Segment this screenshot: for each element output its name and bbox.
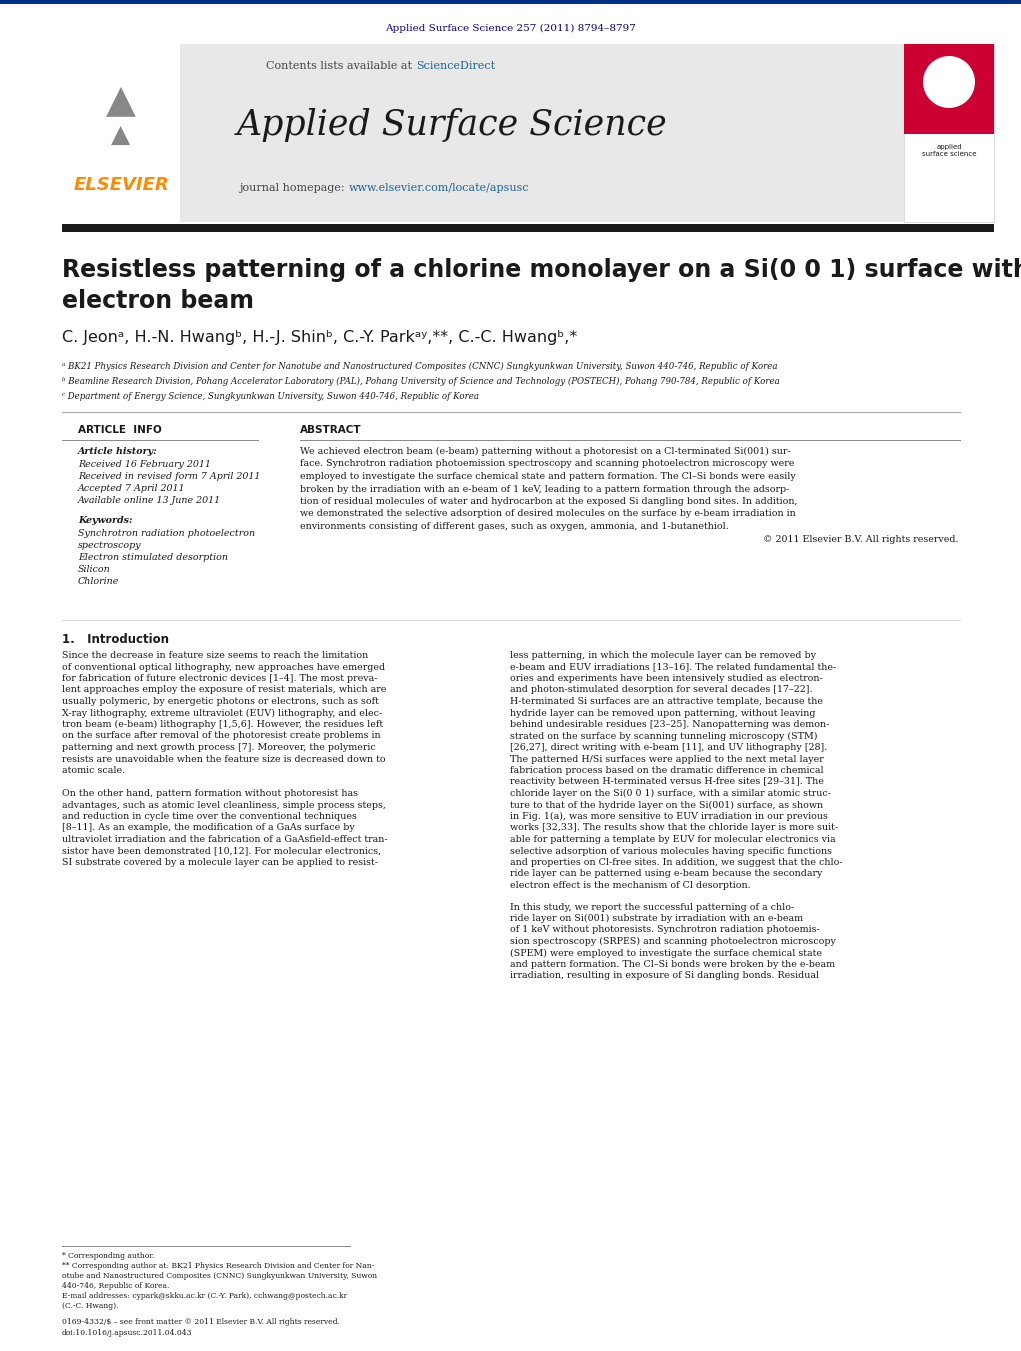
Text: chloride layer on the Si(0 0 1) surface, with a similar atomic struc-: chloride layer on the Si(0 0 1) surface,… (510, 789, 831, 798)
Text: of 1 keV without photoresists. Synchrotron radiation photoemis-: of 1 keV without photoresists. Synchrotr… (510, 925, 820, 935)
Text: The patterned H/Si surfaces were applied to the next metal layer: The patterned H/Si surfaces were applied… (510, 754, 824, 763)
Text: behind undesirable residues [23–25]. Nanopatterning was demon-: behind undesirable residues [23–25]. Nan… (510, 720, 829, 730)
Text: Resistless patterning of a chlorine monolayer on a Si(0 0 1) surface with an
ele: Resistless patterning of a chlorine mono… (62, 258, 1021, 312)
Text: in Fig. 1(a), was more sensitive to EUV irradiation in our previous: in Fig. 1(a), was more sensitive to EUV … (510, 812, 828, 821)
Text: sistor have been demonstrated [10,12]. For molecular electronics,: sistor have been demonstrated [10,12]. F… (62, 847, 381, 855)
Text: applied
surface science: applied surface science (922, 143, 976, 157)
Text: selective adsorption of various molecules having specific functions: selective adsorption of various molecule… (510, 847, 832, 855)
Bar (904, 45, 994, 222)
Text: tron beam (e-beam) lithography [1,5,6]. However, the residues left: tron beam (e-beam) lithography [1,5,6]. … (62, 720, 383, 730)
Text: irradiation, resulting in exposure of Si dangling bonds. Residual: irradiation, resulting in exposure of Si… (510, 971, 819, 981)
Text: and photon-stimulated desorption for several decades [17–22].: and photon-stimulated desorption for sev… (510, 685, 813, 694)
Text: ▲: ▲ (111, 123, 131, 147)
Text: advantages, such as atomic level cleanliness, simple process steps,: advantages, such as atomic level cleanli… (62, 801, 386, 809)
Text: fabrication process based on the dramatic difference in chemical: fabrication process based on the dramati… (510, 766, 824, 775)
Text: ELSEVIER: ELSEVIER (74, 176, 168, 195)
Text: ScienceDirect: ScienceDirect (416, 61, 495, 72)
Text: usually polymeric, by energetic photons or electrons, such as soft: usually polymeric, by energetic photons … (62, 697, 379, 707)
Text: ultraviolet irradiation and the fabrication of a GaAsfield-effect tran-: ultraviolet irradiation and the fabricat… (62, 835, 388, 844)
Text: Accepted 7 April 2011: Accepted 7 April 2011 (78, 484, 186, 493)
Text: Article history:: Article history: (78, 447, 157, 457)
Text: Synchrotron radiation photoelectron: Synchrotron radiation photoelectron (78, 530, 255, 538)
Bar (62, 45, 180, 222)
Text: Keywords:: Keywords: (78, 516, 133, 526)
Bar (0, 0, 1021, 4)
Text: 0169-4332/$ – see front matter © 2011 Elsevier B.V. All rights reserved.: 0169-4332/$ – see front matter © 2011 El… (62, 1319, 340, 1325)
Text: SI substrate covered by a molecule layer can be applied to resist-: SI substrate covered by a molecule layer… (62, 858, 378, 867)
Text: ᶜ Department of Energy Science, Sungkyunkwan University, Suwon 440-746, Republic: ᶜ Department of Energy Science, Sungkyun… (62, 392, 479, 401)
Text: We achieved electron beam (e-beam) patterning without a photoresist on a Cl-term: We achieved electron beam (e-beam) patte… (300, 447, 790, 457)
Circle shape (923, 55, 975, 108)
Text: for fabrication of future electronic devices [1–4]. The most preva-: for fabrication of future electronic dev… (62, 674, 378, 684)
Text: broken by the irradiation with an e-beam of 1 keV, leading to a pattern formatio: broken by the irradiation with an e-beam… (300, 485, 789, 493)
Text: ride layer can be patterned using e-beam because the secondary: ride layer can be patterned using e-beam… (510, 870, 822, 878)
Text: environments consisting of different gases, such as oxygen, ammonia, and 1-butan: environments consisting of different gas… (300, 521, 729, 531)
Text: e-beam and EUV irradiations [13–16]. The related fundamental the-: e-beam and EUV irradiations [13–16]. The… (510, 662, 836, 671)
Text: hydride layer can be removed upon patterning, without leaving: hydride layer can be removed upon patter… (510, 708, 816, 717)
Text: journal homepage:: journal homepage: (239, 182, 348, 193)
Text: ture to that of the hydride layer on the Si(001) surface, as shown: ture to that of the hydride layer on the… (510, 801, 823, 809)
Text: spectroscopy: spectroscopy (78, 540, 142, 550)
Text: ABSTRACT: ABSTRACT (300, 426, 361, 435)
Text: Applied Surface Science 257 (2011) 8794–8797: Applied Surface Science 257 (2011) 8794–… (385, 23, 635, 32)
Text: 1.   Introduction: 1. Introduction (62, 634, 169, 646)
Bar (62, 224, 994, 232)
Text: ** Corresponding author at: BK21 Physics Research Division and Center for Nan-: ** Corresponding author at: BK21 Physics… (62, 1262, 375, 1270)
Text: [8–11]. As an example, the modification of a GaAs surface by: [8–11]. As an example, the modification … (62, 824, 354, 832)
Text: and properties on Cl-free sites. In addition, we suggest that the chlo-: and properties on Cl-free sites. In addi… (510, 858, 842, 867)
Text: sion spectroscopy (SRPES) and scanning photoelectron microscopy: sion spectroscopy (SRPES) and scanning p… (510, 938, 836, 946)
Bar (62, 45, 904, 222)
Text: face. Synchrotron radiation photoemission spectroscopy and scanning photoelectro: face. Synchrotron radiation photoemissio… (300, 459, 794, 469)
Text: less patterning, in which the molecule layer can be removed by: less patterning, in which the molecule l… (510, 651, 816, 661)
Text: Electron stimulated desorption: Electron stimulated desorption (78, 553, 228, 562)
Text: tion of residual molecules of water and hydrocarbon at the exposed Si dangling b: tion of residual molecules of water and … (300, 497, 797, 507)
Text: patterning and next growth process [7]. Moreover, the polymeric: patterning and next growth process [7]. … (62, 743, 376, 753)
Text: doi:10.1016/j.apsusc.2011.04.043: doi:10.1016/j.apsusc.2011.04.043 (62, 1329, 193, 1337)
Text: Received 16 February 2011: Received 16 February 2011 (78, 459, 211, 469)
Text: 440-746, Republic of Korea.: 440-746, Republic of Korea. (62, 1282, 169, 1290)
Text: employed to investigate the surface chemical state and pattern formation. The Cl: employed to investigate the surface chem… (300, 471, 795, 481)
Text: In this study, we report the successful patterning of a chlo-: In this study, we report the successful … (510, 902, 794, 912)
Text: on the surface after removal of the photoresist create problems in: on the surface after removal of the phot… (62, 731, 381, 740)
Text: C. Jeonᵃ, H.-N. Hwangᵇ, H.-J. Shinᵇ, C.-Y. Parkᵃʸ,**, C.-C. Hwangᵇ,*: C. Jeonᵃ, H.-N. Hwangᵇ, H.-J. Shinᵇ, C.-… (62, 330, 577, 345)
Text: H-terminated Si surfaces are an attractive template, because the: H-terminated Si surfaces are an attracti… (510, 697, 823, 707)
Text: ▲: ▲ (106, 81, 136, 119)
Text: [26,27], direct writing with e-beam [11], and UV lithography [28].: [26,27], direct writing with e-beam [11]… (510, 743, 827, 753)
Text: Contents lists available at: Contents lists available at (265, 61, 415, 72)
Text: ᵇ Beamline Research Division, Pohang Accelerator Laboratory (PAL), Pohang Univer: ᵇ Beamline Research Division, Pohang Acc… (62, 377, 780, 386)
Text: E-mail addresses: cypark@skku.ac.kr (C.-Y. Park), cchwang@postech.ac.kr: E-mail addresses: cypark@skku.ac.kr (C.-… (62, 1292, 347, 1300)
Text: lent approaches employ the exposure of resist materials, which are: lent approaches employ the exposure of r… (62, 685, 386, 694)
Text: © 2011 Elsevier B.V. All rights reserved.: © 2011 Elsevier B.V. All rights reserved… (763, 535, 958, 543)
Text: of conventional optical lithography, new approaches have emerged: of conventional optical lithography, new… (62, 662, 385, 671)
Text: Silicon: Silicon (78, 565, 110, 574)
Text: X-ray lithography, extreme ultraviolet (EUV) lithography, and elec-: X-ray lithography, extreme ultraviolet (… (62, 708, 382, 717)
Text: (C.-C. Hwang).: (C.-C. Hwang). (62, 1302, 118, 1310)
Text: (SPEM) were employed to investigate the surface chemical state: (SPEM) were employed to investigate the … (510, 948, 822, 958)
Text: ride layer on Si(001) substrate by irradiation with an e-beam: ride layer on Si(001) substrate by irrad… (510, 915, 804, 923)
Text: On the other hand, pattern formation without photoresist has: On the other hand, pattern formation wit… (62, 789, 358, 798)
Text: Since the decrease in feature size seems to reach the limitation: Since the decrease in feature size seems… (62, 651, 369, 661)
Text: Chlorine: Chlorine (78, 577, 119, 586)
Text: ARTICLE  INFO: ARTICLE INFO (78, 426, 161, 435)
Text: www.elsevier.com/locate/apsusc: www.elsevier.com/locate/apsusc (349, 182, 530, 193)
Text: able for patterning a template by EUV for molecular electronics via: able for patterning a template by EUV fo… (510, 835, 835, 844)
Text: ᵃ BK21 Physics Research Division and Center for Nanotube and Nanostructured Comp: ᵃ BK21 Physics Research Division and Cen… (62, 362, 778, 372)
Text: otube and Nanostructured Composites (CNNC) Sungkyunkwan University, Suwon: otube and Nanostructured Composites (CNN… (62, 1273, 377, 1279)
Text: * Corresponding author.: * Corresponding author. (62, 1252, 154, 1260)
Text: works [32,33]. The results show that the chloride layer is more suit-: works [32,33]. The results show that the… (510, 824, 838, 832)
Text: resists are unavoidable when the feature size is decreased down to: resists are unavoidable when the feature… (62, 754, 386, 763)
Text: Applied Surface Science: Applied Surface Science (237, 108, 668, 142)
Text: atomic scale.: atomic scale. (62, 766, 126, 775)
Text: ories and experiments have been intensively studied as electron-: ories and experiments have been intensiv… (510, 674, 823, 684)
Text: strated on the surface by scanning tunneling microscopy (STM): strated on the surface by scanning tunne… (510, 731, 818, 740)
Text: and pattern formation. The Cl–Si bonds were broken by the e-beam: and pattern formation. The Cl–Si bonds w… (510, 961, 835, 969)
Text: and reduction in cycle time over the conventional techniques: and reduction in cycle time over the con… (62, 812, 357, 821)
Text: reactivity between H-terminated versus H-free sites [29–31]. The: reactivity between H-terminated versus H… (510, 777, 824, 786)
Text: Available online 13 June 2011: Available online 13 June 2011 (78, 496, 222, 505)
Text: electron effect is the mechanism of Cl desorption.: electron effect is the mechanism of Cl d… (510, 881, 750, 890)
Bar (904, 45, 994, 134)
Text: we demonstrated the selective adsorption of desired molecules on the surface by : we demonstrated the selective adsorption… (300, 509, 795, 519)
Text: Received in revised form 7 April 2011: Received in revised form 7 April 2011 (78, 471, 260, 481)
